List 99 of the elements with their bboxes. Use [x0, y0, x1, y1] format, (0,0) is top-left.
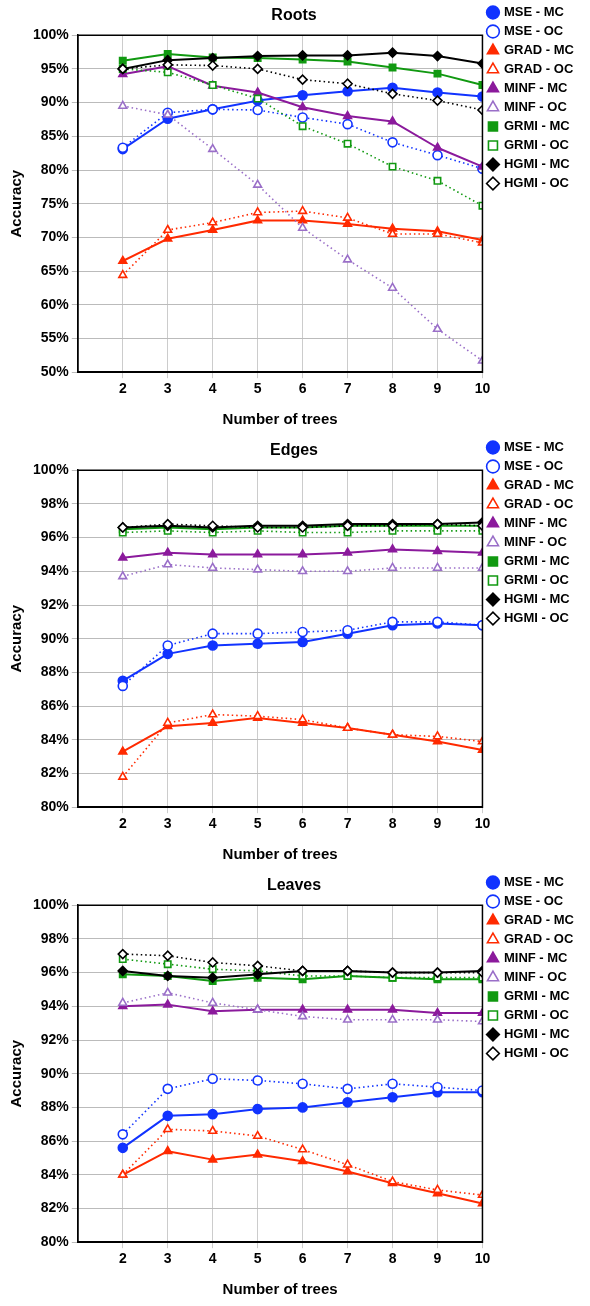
x-tick-label: 6 [298, 380, 307, 397]
y-tick-label: 55% [40, 329, 70, 346]
x-tick-label: 7 [343, 380, 352, 397]
y-tick-label: 94% [40, 997, 70, 1014]
legend-label: MINF - OC [503, 534, 568, 550]
legend-label: MSE - OC [503, 23, 564, 39]
y-tick-label: 94% [40, 562, 70, 579]
legend-label: GRMI - OC [503, 572, 570, 588]
y-tick-label: 86% [40, 1131, 70, 1148]
y-tick-label: 65% [40, 261, 70, 278]
legend-label: GRAD - OC [503, 61, 574, 77]
legend-label: MINF - MC [503, 950, 569, 966]
y-tick-label: 98% [40, 929, 70, 946]
x-tick-label: 6 [298, 1250, 307, 1267]
legend-label: GRAD - MC [503, 912, 575, 928]
legend-label: GRMI - OC [503, 1007, 570, 1023]
x-tick-label: 10 [474, 380, 491, 397]
y-tick-label: 70% [40, 228, 70, 245]
y-tick-label: 88% [40, 663, 70, 680]
legend-label: MSE - OC [503, 458, 564, 474]
legend-label: GRAD - OC [503, 931, 574, 947]
y-tick-label: 80% [40, 1233, 70, 1250]
legend-label: GRMI - MC [503, 553, 571, 569]
x-axis-title: Number of trees [222, 845, 338, 863]
y-tick-label: 84% [40, 1165, 70, 1182]
chart-title: Edges [269, 441, 319, 459]
x-tick-label: 8 [388, 380, 397, 397]
legend-label: GRAD - MC [503, 477, 575, 493]
y-tick-label: 90% [40, 1064, 70, 1081]
x-tick-label: 6 [298, 815, 307, 832]
legend-label: MSE - MC [503, 874, 565, 890]
legend-label: GRMI - OC [503, 137, 570, 153]
legend-label: MINF - OC [503, 99, 568, 115]
y-tick-label: 90% [40, 629, 70, 646]
chart-title: Roots [271, 6, 317, 24]
y-tick-label: 100% [32, 461, 70, 478]
x-tick-label: 2 [118, 380, 127, 397]
x-tick-label: 2 [118, 815, 127, 832]
x-tick-label: 10 [474, 1250, 491, 1267]
y-tick-label: 98% [40, 494, 70, 511]
x-tick-label: 7 [343, 1250, 352, 1267]
y-tick-label: 96% [40, 963, 70, 980]
x-tick-label: 3 [163, 380, 172, 397]
x-tick-label: 5 [253, 815, 262, 832]
y-tick-label: 90% [40, 93, 70, 110]
legend-label: MSE - MC [503, 439, 565, 455]
y-tick-label: 86% [40, 696, 70, 713]
x-tick-label: 9 [433, 815, 442, 832]
legend-label: MSE - MC [503, 4, 565, 20]
y-tick-label: 85% [40, 127, 70, 144]
y-tick-label: 80% [40, 160, 70, 177]
y-tick-label: 84% [40, 730, 70, 747]
y-tick-label: 88% [40, 1098, 70, 1115]
y-tick-label: 92% [40, 1030, 70, 1047]
legend-label: MSE - OC [503, 893, 564, 909]
chart-title: Leaves [266, 876, 322, 894]
x-tick-label: 10 [474, 815, 491, 832]
legend-label: GRAD - MC [503, 42, 575, 58]
y-axis-title: Accuracy [7, 169, 25, 238]
legend-label: MINF - MC [503, 515, 569, 531]
y-tick-label: 82% [40, 764, 70, 781]
x-axis-title: Number of trees [222, 410, 338, 428]
y-tick-label: 95% [40, 59, 70, 76]
y-tick-label: 75% [40, 194, 70, 211]
x-tick-label: 5 [253, 1250, 262, 1267]
legend-label: HGMI - MC [503, 1026, 571, 1042]
legend-label: HGMI - OC [503, 175, 570, 191]
legend-label: HGMI - MC [503, 156, 571, 172]
x-tick-label: 8 [388, 1250, 397, 1267]
x-tick-label: 3 [163, 1250, 172, 1267]
legend-label: MINF - MC [503, 80, 569, 96]
y-tick-label: 96% [40, 528, 70, 545]
legend-label: HGMI - OC [503, 1045, 570, 1061]
x-tick-label: 9 [433, 1250, 442, 1267]
x-tick-label: 9 [433, 380, 442, 397]
y-tick-label: 100% [32, 896, 70, 913]
y-tick-label: 100% [32, 26, 70, 43]
legend-label: MINF - OC [503, 969, 568, 985]
x-tick-label: 5 [253, 380, 262, 397]
legend-label: GRMI - MC [503, 118, 571, 134]
y-tick-label: 50% [40, 363, 70, 380]
x-axis-title: Number of trees [222, 1280, 338, 1298]
x-tick-label: 8 [388, 815, 397, 832]
x-tick-label: 3 [163, 815, 172, 832]
y-tick-label: 82% [40, 1199, 70, 1216]
legend-label: HGMI - OC [503, 610, 570, 626]
x-tick-label: 4 [208, 815, 217, 832]
y-tick-label: 80% [40, 798, 70, 815]
legend-label: HGMI - MC [503, 591, 571, 607]
y-axis-title: Accuracy [7, 1039, 25, 1108]
legend-label: GRAD - OC [503, 496, 574, 512]
x-tick-label: 7 [343, 815, 352, 832]
x-tick-label: 4 [208, 380, 217, 397]
y-tick-label: 92% [40, 595, 70, 612]
y-tick-label: 60% [40, 295, 70, 312]
y-axis-title: Accuracy [7, 604, 25, 673]
x-tick-label: 4 [208, 1250, 217, 1267]
x-tick-label: 2 [118, 1250, 127, 1267]
legend-label: GRMI - MC [503, 988, 571, 1004]
